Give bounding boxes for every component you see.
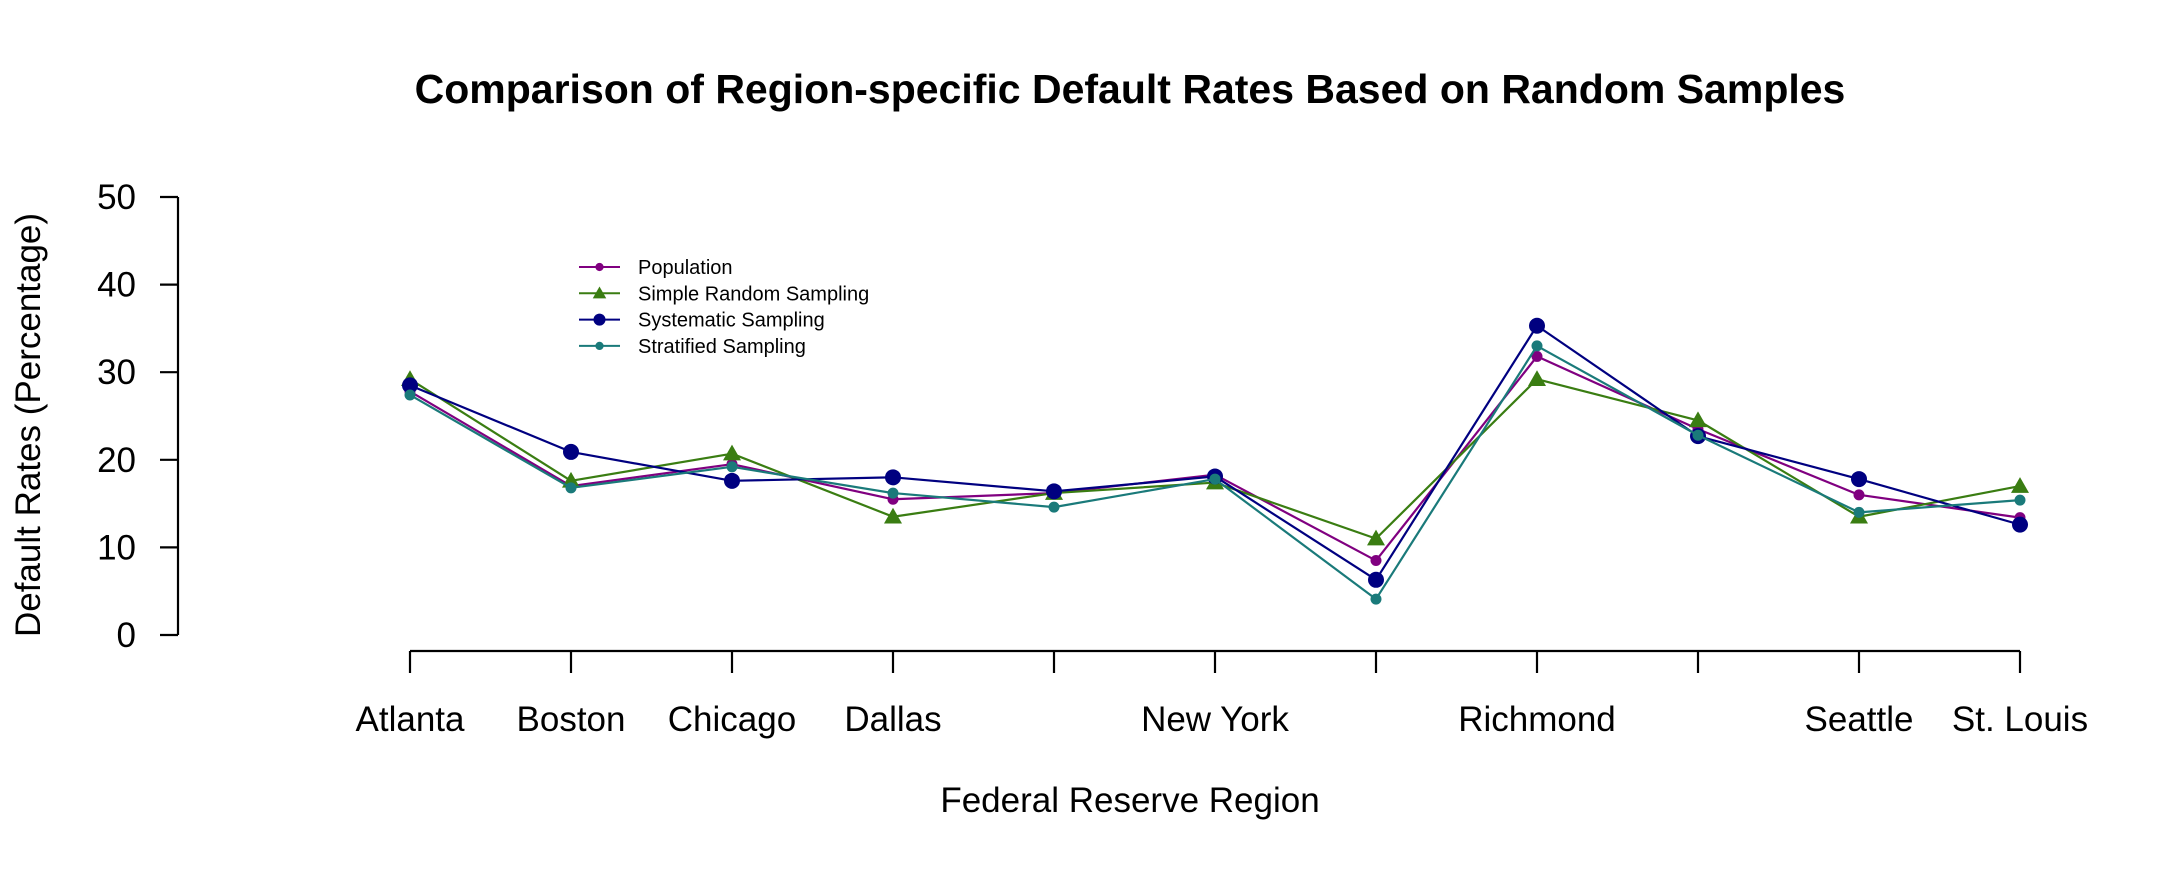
stratified-sampling-point: [565, 482, 577, 494]
stratified-sampling-point: [726, 461, 738, 473]
systematic-sampling-point: [563, 443, 579, 460]
x-tick-label: Seattle: [1805, 700, 1914, 739]
x-tick-label: New York: [1141, 700, 1289, 739]
x-tick-label: St. Louis: [1952, 700, 2088, 739]
simple-random-sampling-point: [562, 471, 580, 488]
legend-label: Stratified Sampling: [638, 336, 806, 358]
x-axis-label: Federal Reserve Region: [940, 781, 1319, 820]
stratified-sampling-point: [1692, 429, 1704, 441]
stratified-sampling-point: [1531, 340, 1543, 352]
legend-item-systematic-sampling: Systematic Sampling: [579, 310, 825, 332]
simple-random-sampling-point: [1367, 529, 1385, 546]
chart-title: Comparison of Region-specific Default Ra…: [415, 66, 1846, 112]
x-tick-label: Atlanta: [356, 700, 465, 739]
simple-random-sampling-point: [1689, 411, 1707, 428]
systematic-sampling-point: [724, 472, 740, 489]
y-tick-label: 10: [97, 528, 136, 567]
y-tick-label: 50: [97, 178, 136, 217]
population-point: [1531, 350, 1543, 362]
x-tick-label: Boston: [517, 700, 626, 739]
population-point: [1853, 489, 1865, 501]
legend-item-simple-random-sampling: Simple Random Sampling: [579, 283, 869, 305]
series-layer: [401, 317, 2029, 605]
legend-simple-random-sampling-point: [592, 286, 607, 299]
series-stratified-sampling: [404, 340, 2026, 605]
legend-item-population: Population: [579, 257, 733, 279]
x-tick-label: Dallas: [844, 700, 941, 739]
legend-label: Population: [638, 257, 733, 279]
stratified-sampling-point: [404, 389, 416, 401]
x-tick-label: Richmond: [1458, 700, 1616, 739]
legend-label: Simple Random Sampling: [638, 283, 869, 305]
population-point: [1370, 555, 1382, 567]
simple-random-sampling-point: [2011, 477, 2029, 493]
legend-stratified-sampling-point: [595, 341, 604, 351]
systematic-sampling-point: [885, 469, 901, 486]
systematic-sampling-point: [1851, 471, 1867, 488]
systematic-sampling-point: [2012, 516, 2028, 533]
y-tick-label: 0: [117, 616, 136, 655]
y-axis: 0 10 20 30 40 50: [97, 178, 180, 655]
systematic-sampling-point: [402, 377, 418, 394]
simple-random-sampling-point: [723, 444, 741, 461]
series-line-simple-random-sampling: [409, 378, 2021, 540]
legend-population-point: [595, 262, 604, 272]
systematic-sampling-point: [1046, 483, 1062, 500]
systematic-sampling-point: [1368, 571, 1384, 588]
x-axis: Atlanta Boston Chicago Dallas New York Richmo…: [356, 649, 2088, 739]
systematic-sampling-point: [1529, 317, 1545, 334]
stratified-sampling-point: [2014, 494, 2026, 506]
y-axis-label: Default Rates (Percentage): [9, 213, 48, 637]
series-line-systematic-sampling: [409, 324, 2021, 581]
legend-item-stratified-sampling: Stratified Sampling: [579, 336, 806, 358]
stratified-sampling-point: [887, 487, 899, 499]
simple-random-sampling-point: [1528, 370, 1546, 386]
series-systematic-sampling: [402, 317, 2028, 588]
y-tick-label: 20: [97, 441, 136, 480]
legend-systematic-sampling-point: [593, 313, 606, 326]
stratified-sampling-point: [1853, 506, 1865, 518]
y-tick-label: 40: [97, 266, 136, 305]
stratified-sampling-point: [1048, 501, 1060, 513]
series-simple-random-sampling: [401, 370, 2029, 546]
legend-label: Systematic Sampling: [638, 310, 825, 332]
simple-random-sampling-point: [884, 507, 902, 524]
y-tick-label: 30: [97, 353, 136, 392]
legend: Population Simple Random Sampling Systemat…: [579, 257, 869, 358]
stratified-sampling-point: [1370, 593, 1382, 605]
stratified-sampling-point: [1209, 473, 1221, 485]
x-tick-label: Chicago: [668, 700, 796, 739]
